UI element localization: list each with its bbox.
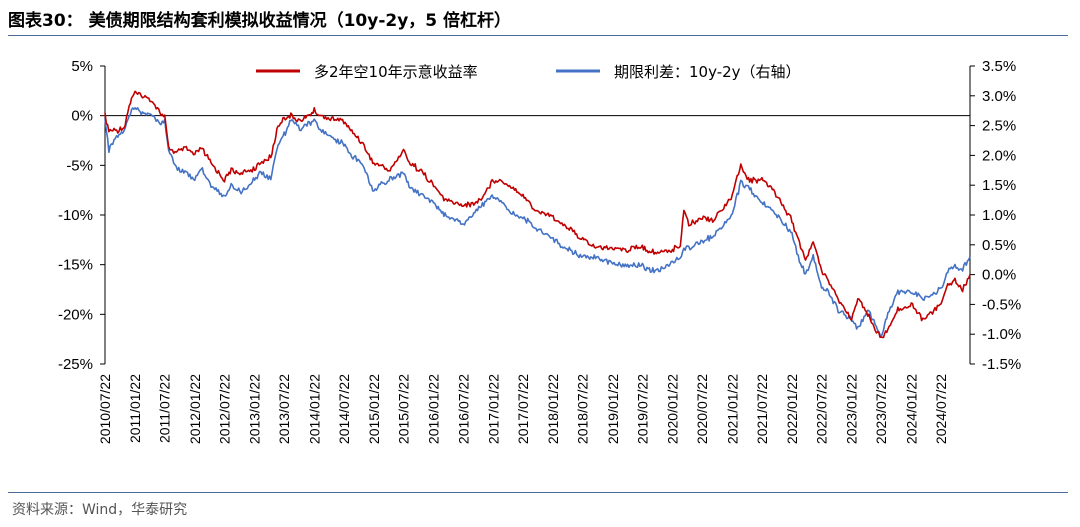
left-tick-label: 0% — [71, 108, 93, 125]
x-tick-label: 2010/07/22 — [97, 374, 113, 444]
x-tick-label: 2021/01/22 — [724, 374, 740, 444]
left-tick-label: -10% — [58, 207, 93, 224]
x-tick-label: 2013/01/22 — [247, 374, 263, 444]
left-y-axis: 5% 0% -5% -10% -15% -20% -25% — [58, 58, 105, 373]
x-tick-label: 2018/07/22 — [575, 374, 591, 444]
right-tick-label: -0.5% — [982, 296, 1021, 313]
x-tick-label: 2024/07/22 — [933, 374, 949, 444]
legend-label-red: 多2年空10年示意收益率 — [314, 63, 478, 81]
left-tick-label: -20% — [58, 306, 93, 323]
x-tick-label: 2023/01/22 — [844, 374, 860, 444]
right-tick-label: 3.0% — [982, 88, 1016, 105]
x-tick-label: 2020/01/22 — [665, 374, 681, 444]
x-tick-label: 2012/07/22 — [217, 374, 233, 444]
x-tick-label: 2024/01/22 — [903, 374, 919, 444]
x-tick-label: 2013/07/22 — [276, 374, 292, 444]
right-tick-label: 2.5% — [982, 118, 1016, 135]
right-tick-label: 0.5% — [982, 237, 1016, 254]
x-tick-label: 2019/07/22 — [634, 374, 650, 444]
plot-frame — [104, 66, 971, 364]
x-tick-label: 2016/01/22 — [426, 374, 442, 444]
series-line-blue — [104, 107, 971, 338]
x-tick-label: 2021/07/22 — [754, 374, 770, 444]
x-tick-label: 2017/07/22 — [515, 374, 531, 444]
left-tick-label: -15% — [58, 257, 93, 274]
x-tick-label: 2014/01/22 — [306, 374, 322, 444]
right-tick-label: 1.5% — [982, 177, 1016, 194]
figure-title: 图表30： 美债期限结构套利模拟收益情况（10y-2y，5 倍杠杆） — [8, 11, 512, 31]
x-tick-label: 2019/01/22 — [605, 374, 621, 444]
left-tick-label: -25% — [58, 356, 93, 373]
right-tick-label: 1.0% — [982, 207, 1016, 224]
x-tick-label: 2018/01/22 — [545, 374, 561, 444]
left-tick-label: 5% — [71, 58, 93, 75]
x-tick-label: 2020/07/22 — [694, 374, 710, 444]
x-tick-label: 2023/07/22 — [873, 374, 889, 444]
source-note: 资料来源：Wind，华泰研究 — [12, 502, 188, 518]
right-tick-label: 3.5% — [982, 58, 1016, 75]
x-tick-label: 2015/01/22 — [366, 374, 382, 444]
x-tick-label: 2012/01/22 — [187, 374, 203, 444]
source-divider — [8, 492, 1068, 493]
x-tick-label: 2011/07/22 — [157, 374, 173, 443]
legend: 多2年空10年示意收益率 期限利差：10y-2y（右轴） — [256, 63, 801, 81]
left-tick-label: -5% — [66, 157, 93, 174]
right-tick-label: -1.0% — [982, 326, 1021, 343]
right-tick-label: 0.0% — [982, 267, 1016, 284]
title-divider — [8, 35, 1068, 36]
x-tick-label: 2014/07/22 — [336, 374, 352, 444]
right-tick-label: -1.5% — [982, 356, 1021, 373]
series-layer — [104, 90, 971, 339]
legend-label-blue: 期限利差：10y-2y（右轴） — [614, 63, 801, 81]
x-tick-label: 2017/01/22 — [485, 374, 501, 444]
right-tick-label: 2.0% — [982, 147, 1016, 164]
x-tick-label: 2015/07/22 — [396, 374, 412, 444]
series-line-red — [104, 90, 971, 339]
x-axis: 2010/07/22 2011/01/22 2011/07/22 2012/01/22… — [97, 374, 949, 444]
x-tick-label: 2011/01/22 — [127, 374, 143, 443]
x-tick-label: 2016/07/22 — [455, 374, 471, 444]
x-tick-label: 2022/01/22 — [784, 374, 800, 444]
right-y-axis: 3.5% 3.0% 2.5% 2.0% 1.5% 1.0% 0.5% 0.0% -0.5% -1.… — [970, 58, 1021, 373]
x-tick-label: 2022/07/22 — [814, 374, 830, 444]
